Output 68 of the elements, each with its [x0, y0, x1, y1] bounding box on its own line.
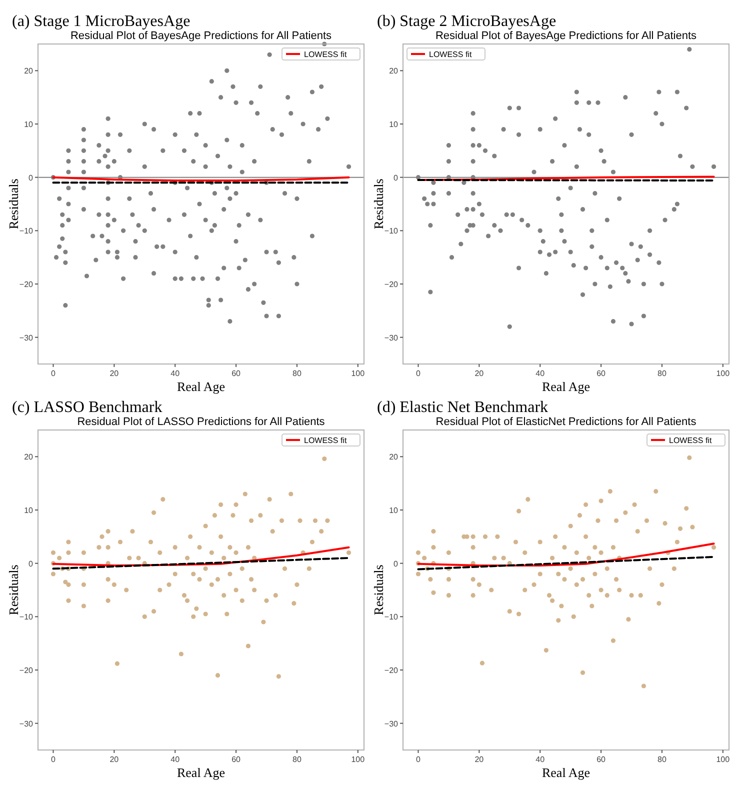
x-tick-label: 40 [170, 755, 180, 764]
x-tick-label: 60 [596, 755, 606, 764]
chart-title: (a) Stage 1 MicroBayesAge [12, 13, 190, 30]
y-tick-label: 0 [394, 173, 399, 182]
x-tick-label: 0 [416, 369, 422, 378]
y-tick-label: −10 [384, 226, 399, 236]
y-tick-label: 10 [389, 506, 399, 515]
x-tick-label: 80 [658, 755, 667, 764]
y-tick-label: −10 [384, 612, 399, 622]
x-axis-title: Real Age [542, 765, 590, 780]
y-tick-label: 0 [28, 173, 34, 182]
x-tick-label: 100 [716, 755, 730, 764]
y-tick-label: −10 [19, 612, 34, 622]
y-tick-label: 20 [389, 66, 399, 76]
x-tick-label: 40 [170, 369, 180, 378]
y-tick-label: −10 [19, 226, 34, 236]
y-tick-label: −20 [19, 666, 34, 675]
chart-subtitle: Residual Plot of LASSO Predictions for All Patients [77, 416, 326, 428]
legend-label: LOWESS fit [669, 436, 712, 445]
x-tick-label: 100 [351, 755, 366, 764]
x-tick-label: 100 [351, 369, 366, 378]
y-tick-label: −20 [384, 280, 399, 289]
y-tick-label: −20 [384, 666, 399, 675]
x-tick-label: 20 [110, 369, 120, 378]
x-tick-label: 0 [51, 755, 56, 764]
x-tick-label: 80 [292, 755, 302, 764]
y-tick-label: −30 [19, 719, 34, 728]
x-tick-label: 0 [51, 369, 56, 378]
legend-label: LOWESS fit [304, 50, 348, 59]
x-tick-label: 100 [716, 369, 730, 378]
x-tick-label: 20 [474, 369, 484, 378]
chart-subtitle: Residual Plot of BayesAge Predictions for All Patients [435, 30, 698, 42]
y-axis-title: Residuals [371, 178, 386, 230]
x-tick-label: 60 [232, 755, 242, 764]
legend-label: LOWESS fit [304, 436, 348, 445]
y-tick-label: 10 [389, 120, 399, 129]
y-tick-label: 10 [24, 506, 34, 515]
chart-title: (d) Elastic Net Benchmark [377, 399, 548, 416]
x-axis-title: Real Age [542, 379, 590, 394]
y-tick-label: −30 [384, 719, 399, 728]
x-tick-label: 0 [416, 755, 422, 764]
y-tick-label: 0 [28, 559, 34, 568]
y-tick-label: 20 [389, 452, 399, 462]
x-axis-title: Real Age [176, 765, 226, 780]
x-tick-label: 40 [536, 369, 546, 378]
y-tick-label: 10 [24, 120, 34, 129]
y-axis-title: Residuals [6, 178, 21, 230]
y-tick-label: −30 [19, 333, 34, 342]
chart-title: (b) Stage 2 MicroBayesAge [377, 13, 556, 30]
x-tick-label: 20 [474, 755, 484, 764]
chart-subtitle: Residual Plot of BayesAge Predictions for All Patients [70, 30, 332, 42]
x-tick-label: 80 [292, 369, 302, 378]
legend-label: LOWESS fit [429, 50, 472, 59]
y-tick-label: −20 [19, 280, 34, 289]
x-axis-title: Real Age [176, 379, 226, 394]
chart-subtitle: Residual Plot of ElasticNet Predictions for All Patients [436, 416, 697, 428]
y-axis-title: Residuals [6, 564, 21, 616]
x-tick-label: 40 [536, 755, 546, 764]
y-tick-label: −30 [384, 333, 399, 342]
chart-title: (c) LASSO Benchmark [12, 399, 162, 416]
x-tick-label: 80 [658, 369, 667, 378]
x-tick-label: 60 [232, 369, 242, 378]
y-tick-label: 20 [24, 452, 34, 462]
y-tick-label: 20 [24, 66, 34, 76]
y-axis-title: Residuals [371, 564, 386, 616]
x-tick-label: 20 [110, 755, 120, 764]
x-tick-label: 60 [596, 369, 606, 378]
y-tick-label: 0 [394, 559, 399, 568]
